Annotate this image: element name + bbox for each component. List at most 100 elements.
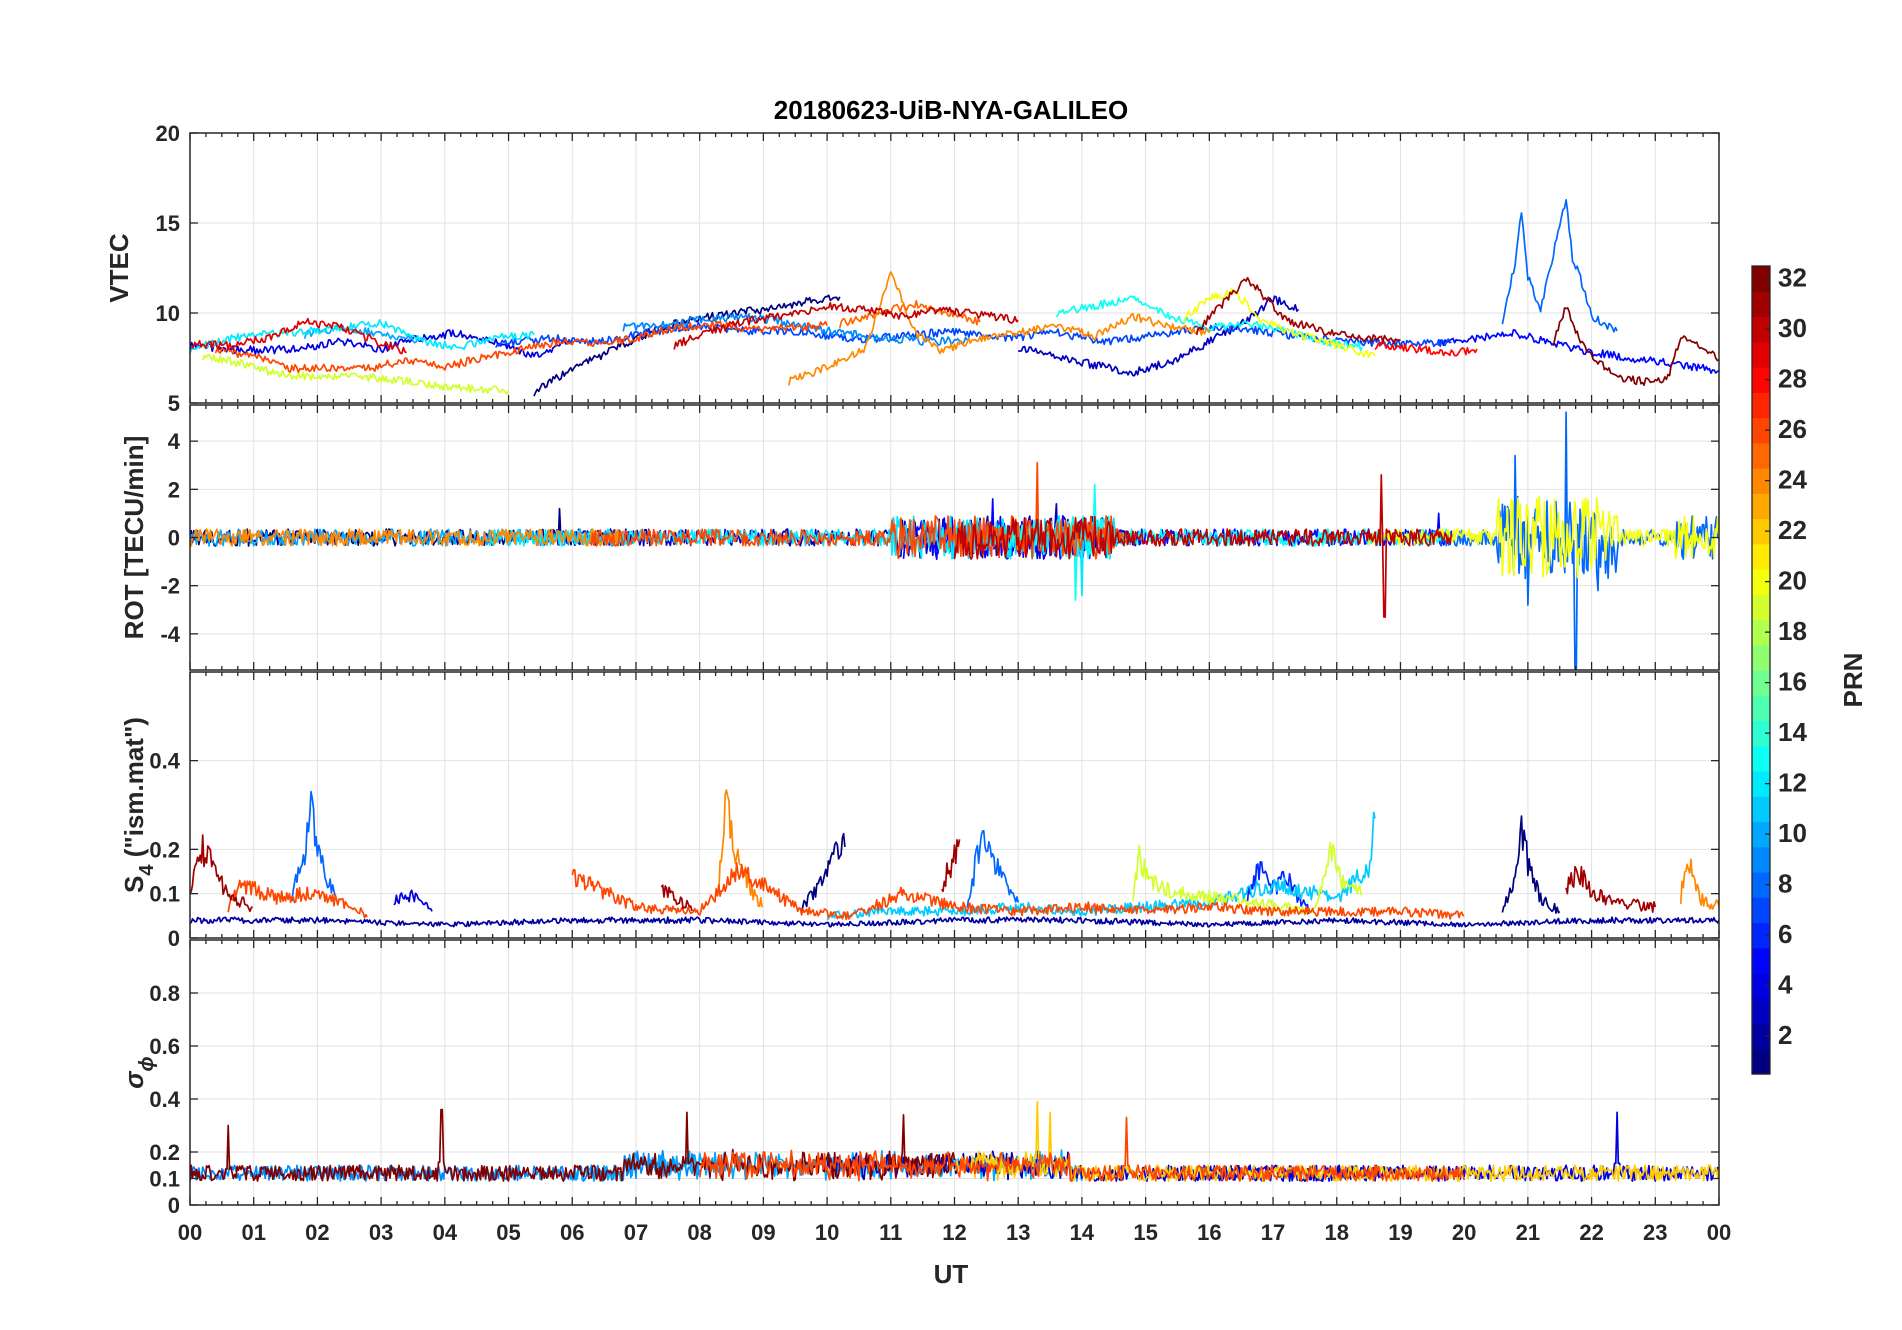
x-tick-label: 03 [369,1220,393,1245]
y-tick-label: 0.4 [149,749,180,774]
series-prn-31 [1195,276,1401,345]
colorbar-band [1752,872,1770,898]
series-prn-30 [953,474,1453,618]
x-tick-label: 07 [624,1220,648,1245]
colorbar-tick-label: 30 [1778,313,1807,343]
y-tick-label: 0.1 [149,1167,180,1192]
plot-area-sigphi [190,1100,1719,1182]
x-tick-label: 16 [1197,1220,1221,1245]
colorbar-tick-label: 12 [1778,768,1807,798]
series-prn-29 [190,317,407,355]
colorbar-band [1752,316,1770,343]
x-tick-label: 05 [496,1220,520,1245]
x-tick-label: 20 [1452,1220,1476,1245]
colorbar-band [1752,821,1770,848]
colorbar-band [1752,771,1770,797]
x-tick-label: 19 [1388,1220,1412,1245]
x-tick-label: 04 [433,1220,458,1245]
colorbar-tick-label: 4 [1778,970,1793,1000]
colorbar-band [1752,569,1770,595]
series-prn-30 [673,301,1019,350]
x-tick-label: 17 [1261,1220,1285,1245]
panel-rot: -4 -2 0 2 4 ROT [TECU/min] [119,404,1720,671]
x-tick-label: 11 [879,1220,902,1245]
colorbar-tick-label: 20 [1778,566,1807,596]
x-tick-label: 21 [1516,1220,1540,1245]
series-prn-19 [1132,841,1363,917]
colorbar-band [1752,846,1770,873]
y-tick-label: 15 [156,211,180,236]
series-prn-25 [838,299,981,329]
y-tick-label: 0.8 [149,981,180,1006]
ticks-sigphi [189,940,1720,1206]
y-axis-label-vtec: VTEC [104,233,134,303]
colorbar-band [1752,973,1770,999]
series-prn-8 [291,790,1020,908]
y-tick-label: 0 [168,526,180,551]
colorbar-tick-label: 24 [1778,465,1807,495]
panel-sigphi: 00.10.2 0.4 0.6 0.8 σϕ [119,939,1720,1218]
colorbar-tick-label: 14 [1778,717,1807,747]
series-prn-1 [800,815,1561,914]
y-tick-label: -4 [160,622,180,647]
colorbar-band [1752,644,1770,671]
series-prn-19 [201,353,510,395]
colorbar-tick-label: 32 [1778,263,1807,293]
series-prn-7 [495,321,1452,349]
colorbar-band [1752,518,1770,545]
x-tick-label: 10 [815,1220,839,1245]
colorbar-band [1752,341,1770,368]
series-prn-31 [190,834,1657,913]
series-prn-32 [1552,307,1719,387]
colorbar-label: PRN [1838,653,1868,708]
y-tick-label: -2 [160,574,180,599]
plot-area-vtec [190,198,1719,397]
colorbar-tick-label: 26 [1778,414,1807,444]
x-tick-label: 14 [1070,1220,1095,1245]
series-prn-8 [1501,198,1618,333]
colorbar-band [1752,897,1770,924]
colorbar-tick-label: 22 [1778,515,1807,545]
y-tick-label: 0.1 [149,882,180,907]
x-tick-label: 08 [687,1220,711,1245]
grid-vtec [190,133,1719,403]
series-prn-12 [190,319,535,354]
x-tick-label: 06 [560,1220,584,1245]
series-prn-20 [1367,495,1719,579]
panel-vtec: 5 10 15 20 VTEC [104,121,1720,416]
series-prn-6 [1246,861,1312,915]
colorbar-band [1752,493,1770,520]
plot-area-rot [190,411,1719,670]
y-tick-label: 10 [156,301,180,326]
series-prn-26 [227,861,1465,921]
ticks-s4 [189,672,1720,939]
x-tick-label: 09 [751,1220,775,1245]
colorbar-band [1752,543,1770,570]
colorbar-tick-label: 28 [1778,364,1807,394]
colorbar-band [1752,442,1770,469]
colorbar-band [1752,922,1770,949]
colorbar-band [1752,619,1770,646]
grid-s4 [190,672,1719,938]
plot-area-s4 [190,789,1719,928]
colorbar-band [1752,998,1770,1025]
x-tick-label: 13 [1006,1220,1030,1245]
y-tick-label: 0.2 [149,1140,180,1165]
colorbar-band [1752,1048,1770,1075]
colorbar-band [1752,266,1770,292]
colorbar-band [1752,670,1770,696]
colorbar-band [1752,594,1770,621]
colorbar-band [1752,367,1770,393]
y-axis-label-sigphi: σϕ [119,1056,158,1088]
colorbar-frame [1751,265,1771,1075]
colorbar-band [1752,695,1770,722]
colorbar-tick-label: 8 [1778,869,1792,899]
colorbar-tick-label: 10 [1778,818,1807,848]
y-tick-label: 0.6 [149,1034,180,1059]
x-tick-label: 00 [178,1220,202,1245]
chart-title: 20180623-UiB-NYA-GALILEO [774,95,1129,125]
y-tick-label: 4 [168,429,181,454]
colorbar-band [1752,468,1770,494]
y-tick-label: 0 [168,926,180,951]
